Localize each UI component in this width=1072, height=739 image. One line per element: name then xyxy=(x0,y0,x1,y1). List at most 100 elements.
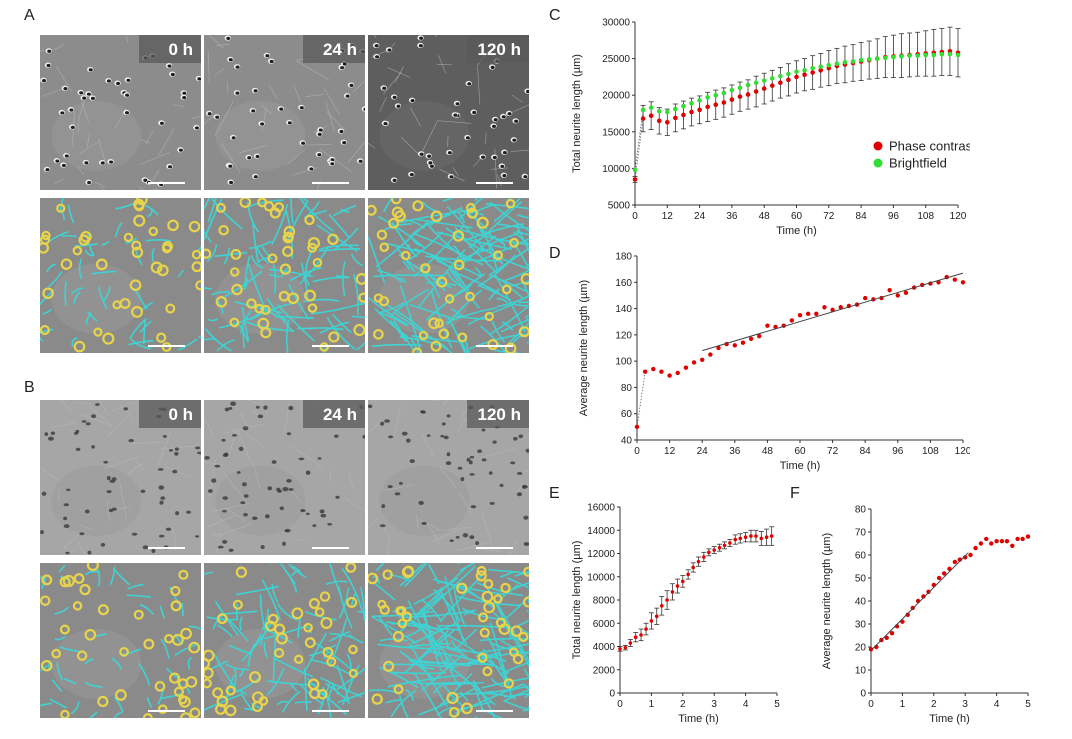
neurite-process xyxy=(125,35,129,43)
x-tick-label: 5 xyxy=(774,699,780,710)
cell-body xyxy=(108,508,114,513)
neurite-mask xyxy=(499,639,523,655)
cell-body-mask xyxy=(520,273,529,285)
data-point xyxy=(786,77,791,83)
neurite-mask xyxy=(322,686,332,718)
neurite-process xyxy=(261,104,272,115)
neurite-mask xyxy=(348,634,364,644)
cell-body-mask xyxy=(493,594,503,604)
neurite-mask xyxy=(398,609,477,619)
neurite-mask xyxy=(101,240,110,246)
cell-body-mask xyxy=(457,332,468,343)
neurite-mask xyxy=(454,683,525,715)
cell-body-mask xyxy=(379,242,390,253)
cell-body xyxy=(394,492,401,496)
micrograph-b-120h: 120 h xyxy=(368,400,529,555)
neurite-mask xyxy=(84,658,94,665)
cell-body-mask xyxy=(165,303,176,314)
neurite-process xyxy=(316,180,321,190)
background-shading xyxy=(215,100,306,171)
neurite-mask xyxy=(270,203,289,246)
cell-body-mask xyxy=(123,232,134,243)
cell-body xyxy=(493,118,498,122)
cell-body xyxy=(384,419,390,423)
data-point xyxy=(640,107,646,113)
cell-body-mask xyxy=(348,668,359,678)
data-point xyxy=(999,539,1005,544)
cell-body xyxy=(251,109,256,113)
cell-body-mask xyxy=(312,257,323,268)
cell-body xyxy=(265,54,270,58)
cell-body xyxy=(288,488,294,491)
neurite-mask xyxy=(494,273,526,333)
cell-body xyxy=(128,438,134,443)
neurite-mask xyxy=(323,650,329,659)
data-point xyxy=(707,550,711,555)
neurite-process xyxy=(247,400,262,406)
cell-body-mask xyxy=(476,565,487,576)
cell-body-mask xyxy=(394,210,406,222)
cell-body-mask xyxy=(170,600,182,612)
neurite-mask xyxy=(352,273,359,315)
cell-body-mask xyxy=(505,198,516,209)
cell-body xyxy=(69,108,74,112)
cell-body xyxy=(79,532,85,536)
y-tick-label: 100 xyxy=(615,357,632,368)
data-point xyxy=(963,555,968,560)
cell-body-mask xyxy=(388,217,399,229)
neurite-mask xyxy=(151,247,155,263)
cell-body xyxy=(260,544,265,550)
data-point xyxy=(802,68,807,73)
neurite-mask xyxy=(334,227,359,250)
cell-body xyxy=(175,511,180,516)
neurite-mask xyxy=(84,249,94,257)
neurite-mask xyxy=(508,322,529,344)
neurite-mask xyxy=(512,581,529,591)
cell-body xyxy=(240,501,246,505)
x-tick-label: 72 xyxy=(827,446,839,457)
y-tick-label: 80 xyxy=(855,505,867,516)
data-point xyxy=(681,579,685,584)
cell-body-mask xyxy=(346,596,358,608)
neurite-mask xyxy=(243,277,249,291)
cell-body xyxy=(84,161,89,165)
cell-body xyxy=(465,136,470,140)
neurite-process xyxy=(288,488,302,503)
data-point xyxy=(952,277,958,282)
y-tick-label: 2000 xyxy=(593,665,616,676)
neurite-process xyxy=(381,484,414,492)
data-point xyxy=(761,86,767,91)
neurite-mask xyxy=(209,660,228,671)
cell-body xyxy=(455,535,460,539)
data-point xyxy=(665,119,670,125)
neurite-mask xyxy=(432,643,463,654)
neurite-mask xyxy=(250,255,264,269)
neurite-process xyxy=(40,49,45,53)
y-tick-label: 60 xyxy=(621,409,633,420)
neurite-process xyxy=(41,87,66,97)
cell-body xyxy=(333,434,339,438)
neurite-mask xyxy=(453,271,500,294)
cell-body-mask xyxy=(56,203,66,213)
neurite-mask xyxy=(445,655,453,674)
cell-body xyxy=(109,160,114,164)
neurite-mask xyxy=(380,312,407,327)
neurite-mask xyxy=(456,628,478,649)
cell-body xyxy=(510,461,516,465)
neurite-process xyxy=(220,142,240,173)
cell-body xyxy=(421,521,427,526)
neurite-process xyxy=(208,35,225,49)
cell-body xyxy=(253,175,258,179)
cell-body xyxy=(492,124,497,128)
cell-body-mask xyxy=(307,303,318,313)
neurite-mask xyxy=(113,696,124,713)
cell-body xyxy=(305,470,311,475)
cell-body xyxy=(388,435,394,439)
neurite-process xyxy=(345,498,365,512)
cell-body xyxy=(499,483,504,488)
cell-body xyxy=(143,178,148,182)
neurite-process xyxy=(292,445,325,470)
data-point xyxy=(737,94,743,99)
data-point xyxy=(1010,543,1015,548)
cell-body-mask xyxy=(246,298,257,309)
